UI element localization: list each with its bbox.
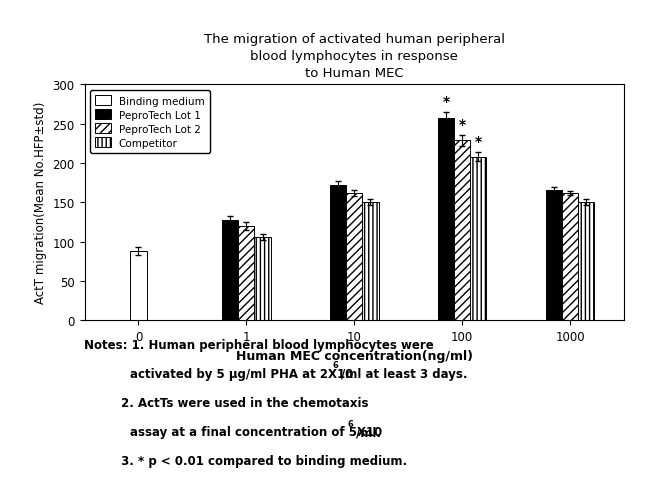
Bar xyxy=(438,119,454,321)
Y-axis label: ActT migration(Mean No.HFP±std): ActT migration(Mean No.HFP±std) xyxy=(34,102,47,304)
Bar xyxy=(454,141,470,321)
Bar xyxy=(578,203,594,321)
Text: 6: 6 xyxy=(348,419,354,428)
Bar xyxy=(562,193,578,321)
Text: *: * xyxy=(474,135,482,149)
Bar xyxy=(222,221,239,321)
Text: /ml at least 3 days.: /ml at least 3 days. xyxy=(341,367,468,380)
X-axis label: Human MEC concentration(ng/ml): Human MEC concentration(ng/ml) xyxy=(236,349,473,362)
Text: 2. ActTs were used in the chemotaxis: 2. ActTs were used in the chemotaxis xyxy=(84,396,369,409)
Text: *: * xyxy=(459,118,465,131)
Bar xyxy=(470,157,486,321)
Title: The migration of activated human peripheral
blood lymphocytes in response
to Hum: The migration of activated human periphe… xyxy=(203,33,505,80)
Bar xyxy=(131,252,146,321)
Text: /ml.: /ml. xyxy=(356,425,381,438)
Text: Notes: 1. Human peripheral blood lymphocytes were: Notes: 1. Human peripheral blood lymphoc… xyxy=(84,338,434,351)
Text: *: * xyxy=(443,95,450,109)
Bar xyxy=(330,186,346,321)
Bar xyxy=(546,190,562,321)
Bar xyxy=(346,193,362,321)
Text: assay at a final concentration of 5X10: assay at a final concentration of 5X10 xyxy=(130,425,382,438)
Legend: Binding medium, PeproTech Lot 1, PeproTech Lot 2, Competitor: Binding medium, PeproTech Lot 1, PeproTe… xyxy=(90,90,210,153)
Bar xyxy=(239,226,254,321)
Text: 6: 6 xyxy=(333,361,339,370)
Bar xyxy=(362,203,378,321)
Bar xyxy=(254,237,270,321)
Text: 3. * p < 0.01 compared to binding medium.: 3. * p < 0.01 compared to binding medium… xyxy=(84,454,408,467)
Text: activated by 5 μg/ml PHA at 2X10: activated by 5 μg/ml PHA at 2X10 xyxy=(130,367,353,380)
